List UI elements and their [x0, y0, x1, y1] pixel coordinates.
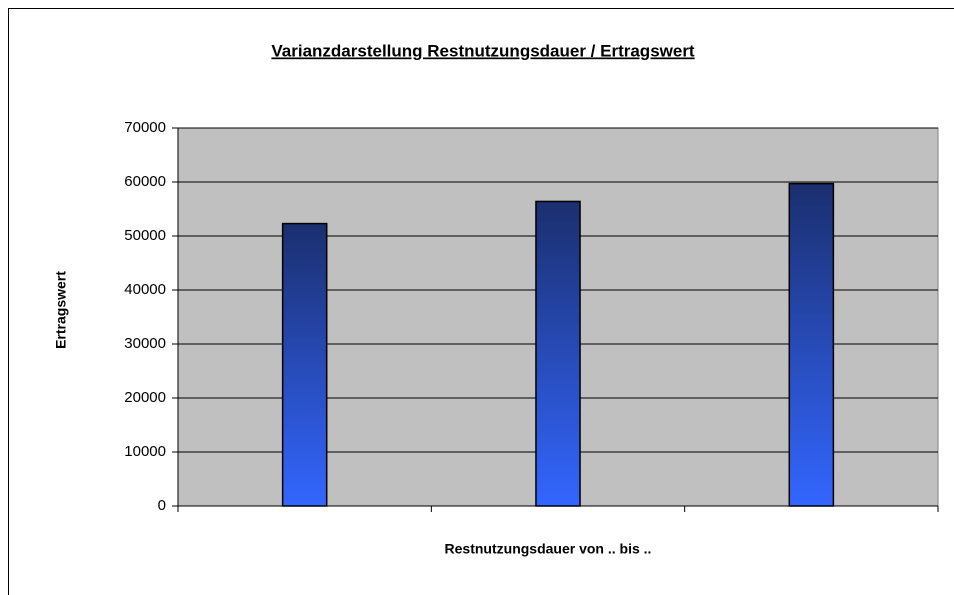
y-tick-label: 0 [158, 497, 166, 514]
y-tick-label: 20000 [124, 389, 166, 406]
x-axis-label: Restnutzungsdauer von .. bis .. [445, 541, 652, 557]
y-tick-label: 30000 [124, 335, 166, 352]
y-axis-label: Ertragswert [53, 271, 69, 349]
bar [535, 200, 581, 507]
y-tick-label: 60000 [124, 173, 166, 190]
chart-title: Varianzdarstellung Restnutzungsdauer / E… [271, 41, 695, 60]
frame [8, 8, 954, 595]
bar [281, 222, 328, 507]
y-tick-label: 50000 [124, 227, 166, 244]
bar [788, 182, 835, 507]
y-tick-label: 40000 [124, 281, 166, 298]
y-tick-label: 70000 [124, 119, 166, 136]
y-tick-label: 10000 [124, 443, 166, 460]
